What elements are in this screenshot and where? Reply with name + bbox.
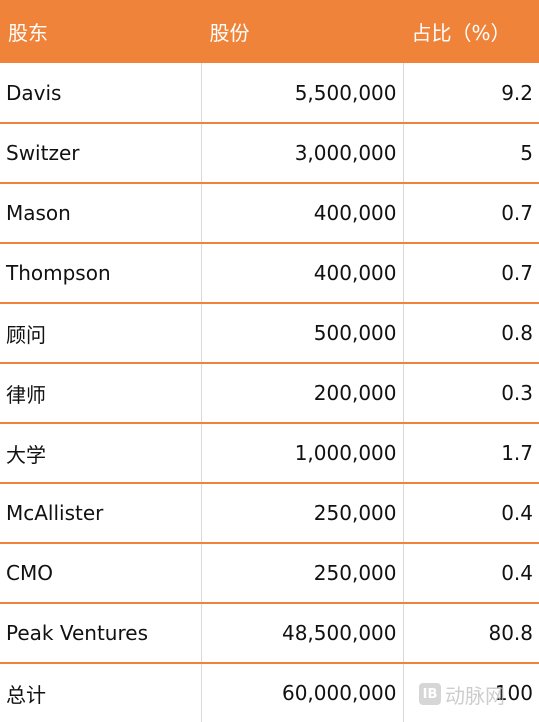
watermark: IB 动脉网 [419, 681, 505, 708]
table-row: Thompson 400,000 0.7 [0, 242, 539, 303]
cell-name: Mason [0, 182, 202, 243]
cell-shares: 400,000 [201, 182, 404, 243]
cell-name: McAllister [0, 482, 202, 543]
table-row: 大学 1,000,000 1.7 [0, 422, 539, 483]
cell-name: 总计 [0, 662, 202, 722]
cell-shares: 500,000 [201, 302, 404, 363]
cell-percent: 0.7 [403, 182, 539, 243]
cell-shares: 60,000,000 [201, 662, 404, 722]
cell-shares: 1,000,000 [201, 422, 404, 483]
cell-percent: 0.7 [403, 242, 539, 303]
table-header: 股东 股份 占比（%） [0, 0, 539, 63]
header-shareholder: 股东 [0, 0, 202, 63]
cell-percent: 0.8 [403, 302, 539, 363]
cell-name: CMO [0, 542, 202, 603]
table-body: Davis 5,500,000 9.2 Switzer 3,000,000 5 … [0, 63, 539, 722]
header-percent: 占比（%） [403, 0, 539, 63]
table-row: Switzer 3,000,000 5 [0, 122, 539, 183]
cell-name: Davis [0, 63, 202, 123]
cell-shares: 5,500,000 [201, 63, 404, 123]
cell-shares: 3,000,000 [201, 122, 404, 183]
cell-percent: 1.7 [403, 422, 539, 483]
table-row: CMO 250,000 0.4 [0, 542, 539, 603]
table-row: 律师 200,000 0.3 [0, 362, 539, 423]
cell-shares: 400,000 [201, 242, 404, 303]
cell-name: 大学 [0, 422, 202, 483]
table-row: Peak Ventures 48,500,000 80.8 [0, 602, 539, 663]
cell-name: Switzer [0, 122, 202, 183]
cell-percent: 5 [403, 122, 539, 183]
header-row: 股东 股份 占比（%） [0, 0, 539, 63]
table-row: 顾问 500,000 0.8 [0, 302, 539, 363]
cell-name: 律师 [0, 362, 202, 423]
cell-name: Thompson [0, 242, 202, 303]
cell-shares: 250,000 [201, 542, 404, 603]
cell-percent: 9.2 [501, 80, 533, 105]
total-row: 总计 60,000,000 100 [0, 662, 539, 722]
table-row: Mason 400,000 0.7 [0, 182, 539, 243]
cell-name: 顾问 [0, 302, 202, 363]
cell-shares: 200,000 [201, 362, 404, 423]
cell-name: Peak Ventures [0, 602, 202, 663]
cell-percent: 100 [403, 662, 539, 722]
table-row: Davis 5,500,000 9.2 [0, 63, 539, 123]
watermark-logo-icon: IB [419, 683, 441, 705]
watermark-text: 动脉网 [445, 683, 505, 708]
cell-shares: 48,500,000 [201, 602, 404, 663]
cell-shares: 250,000 [201, 482, 404, 543]
cell-percent: 80.8 [403, 602, 539, 663]
cell-percent: 0.3 [403, 362, 539, 423]
header-shares: 股份 [201, 0, 404, 63]
table-row: McAllister 250,000 0.4 [0, 482, 539, 543]
cell-percent: 0.4 [403, 542, 539, 603]
cell-percent: 0.4 [403, 482, 539, 543]
